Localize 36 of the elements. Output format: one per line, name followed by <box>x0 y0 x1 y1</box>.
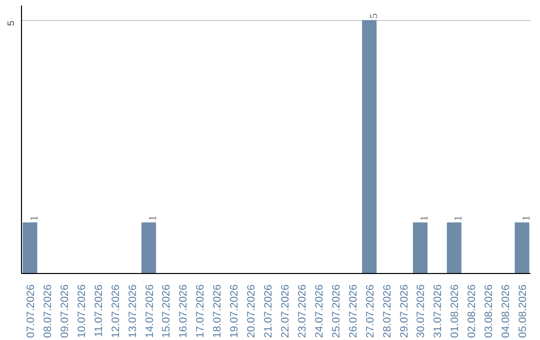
x-tick-label: 08.07.2026 <box>42 284 54 338</box>
x-tick-label: 27.07.2026 <box>364 284 376 338</box>
data-label: 1 <box>29 216 40 221</box>
x-tick-label: 03.08.2026 <box>483 284 496 338</box>
x-tick-label: 26.07.2026 <box>347 284 360 338</box>
data-label: 5 <box>368 13 380 19</box>
data-label: 1 <box>522 216 533 221</box>
x-tick-label: 30.07.2026 <box>415 284 428 338</box>
x-tick-label: 18.07.2026 <box>212 284 224 338</box>
x-tick-label: 11.07.2026 <box>92 284 105 338</box>
x-tick-label: 07.07.2026 <box>24 284 37 338</box>
data-label: 1 <box>148 216 160 221</box>
x-tick-label: 13.07.2026 <box>126 284 139 338</box>
x-tick-label: 20.07.2026 <box>246 284 258 338</box>
x-tick-label: 19.07.2026 <box>228 284 241 338</box>
x-tick-label: 28.07.2026 <box>381 284 394 338</box>
x-tick-label: 31.07.2026 <box>432 284 444 338</box>
x-tick-label: 02.08.2026 <box>466 284 478 338</box>
x-tick-label: 21.07.2026 <box>262 284 275 338</box>
x-tick-label: 10.07.2026 <box>76 284 88 338</box>
x-tick-label: 25.07.2026 <box>330 284 342 338</box>
x-tick-label: 04.08.2026 <box>500 284 512 338</box>
x-tick-label: 29.07.2026 <box>398 284 410 338</box>
x-tick-label: 01.08.2026 <box>449 284 462 338</box>
x-tick-label: 14.07.2026 <box>144 284 156 338</box>
x-tick-label: 24.07.2026 <box>313 284 326 338</box>
x-tick-label: 22.07.2026 <box>279 284 292 338</box>
x-tick-label: 05.08.2026 <box>517 284 530 338</box>
x-tick-label: 12.07.2026 <box>110 284 122 338</box>
x-tick-label: 09.07.2026 <box>58 284 71 338</box>
data-label: 1 <box>454 216 465 221</box>
data-label: 1 <box>420 216 431 221</box>
x-tick-label: 16.07.2026 <box>178 284 190 338</box>
x-tick-label: 23.07.2026 <box>296 284 308 338</box>
x-tick-label: 17.07.2026 <box>194 284 207 338</box>
x-tick-label: 15.07.2026 <box>160 284 173 338</box>
